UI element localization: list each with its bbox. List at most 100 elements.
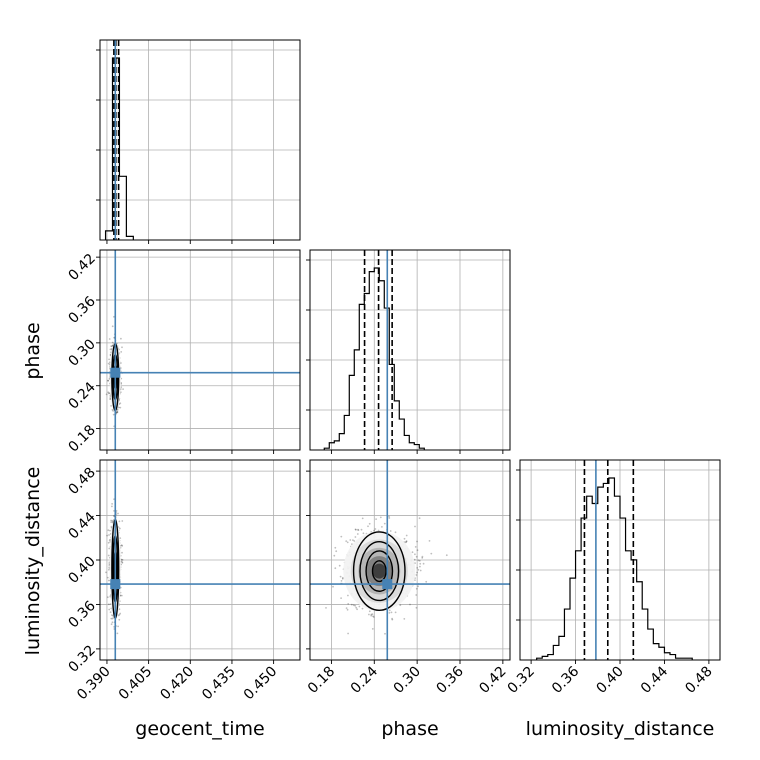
sample-point: [113, 510, 115, 512]
sample-point: [413, 558, 416, 561]
tick-label-x: 0.40: [593, 664, 626, 697]
sample-point: [106, 596, 109, 599]
sample-point: [417, 559, 420, 562]
sample-point: [415, 574, 418, 576]
sample-point: [405, 540, 408, 543]
tick-label-x: 0.435: [199, 664, 239, 704]
sample-point: [116, 409, 119, 411]
sample-point: [394, 531, 397, 534]
histogram-geocent_time: [104, 57, 134, 240]
sample-point: [372, 615, 374, 618]
panel-luminosity_distance-vs-phase: 0.18 0.24 0.30 0.36 0.42: [305, 459, 511, 697]
sample-point: [428, 540, 431, 542]
sample-point: [335, 550, 338, 553]
histogram-luminosity_distance: [536, 477, 693, 660]
sample-point: [347, 603, 350, 605]
sample-point: [405, 540, 408, 543]
sample-point: [391, 617, 393, 620]
sample-point: [368, 522, 371, 525]
sample-point: [107, 541, 110, 544]
tick-label-y: 0.44: [65, 509, 98, 542]
tick-label-x: 0.48: [682, 664, 715, 697]
axes-frame: [309, 249, 511, 451]
tick-label-x: 0.420: [157, 664, 197, 704]
tick-label-x: 0.36: [433, 663, 466, 696]
sample-point: [113, 515, 115, 518]
sample-point: [106, 534, 108, 537]
sample-point: [340, 580, 343, 582]
tick-label-y: 0.32: [65, 642, 98, 675]
sample-point: [362, 532, 365, 535]
sample-point: [108, 392, 111, 395]
sample-point: [354, 604, 357, 607]
tick-label-x: 0.24: [348, 663, 381, 696]
sample-point: [107, 379, 109, 382]
sample-point: [110, 525, 113, 528]
sample-point: [117, 406, 120, 409]
sample-point: [109, 348, 112, 351]
sample-point: [354, 528, 357, 531]
panel-content: [323, 250, 425, 450]
x-axis-labels: geocent_time phase luminosity_distance: [135, 718, 714, 740]
tick-label-x: 0.36: [549, 663, 582, 696]
sample-point: [107, 379, 109, 382]
sample-point: [345, 607, 348, 609]
sample-point: [403, 537, 406, 540]
sample-point: [334, 567, 337, 570]
panel-luminosity_distance-vs-luminosity_distance: 0.32 0.36 0.40 0.44 0.48: [505, 459, 721, 697]
sample-point: [107, 391, 110, 394]
sample-point: [122, 388, 124, 390]
panel-content: [100, 250, 300, 450]
sample-point: [421, 557, 424, 559]
sample-point: [354, 536, 357, 538]
sample-point: [415, 594, 418, 596]
tick-label-y: 0.40: [65, 554, 98, 587]
sample-point: [415, 587, 418, 590]
y-label-luminosity-distance: luminosity_distance: [22, 467, 44, 656]
sample-point: [110, 521, 113, 524]
panel-phase-vs-geocent_time: 0.18 0.24 0.30 0.36 0.42: [65, 249, 301, 455]
sample-point: [118, 618, 121, 621]
sample-point: [106, 576, 109, 579]
sample-point: [118, 613, 121, 616]
sample-point: [107, 392, 110, 395]
sample-point: [119, 406, 122, 409]
sample-point: [416, 567, 419, 569]
sample-point: [116, 410, 119, 413]
sample-point: [372, 616, 375, 618]
sample-point: [111, 503, 113, 505]
sample-point: [388, 515, 390, 518]
sample-point: [340, 535, 343, 538]
sample-point: [361, 607, 364, 610]
panel-content: [100, 460, 300, 660]
sample-point: [367, 525, 369, 528]
sample-point: [418, 517, 421, 520]
tick-label-x: 0.44: [638, 663, 671, 696]
sample-point: [108, 608, 111, 611]
sample-point: [325, 607, 327, 609]
sample-point: [113, 315, 115, 318]
sample-point: [341, 577, 344, 580]
sample-point: [107, 554, 110, 557]
sample-point: [421, 555, 424, 558]
axes-frame: [99, 249, 301, 451]
sample-point: [121, 551, 123, 554]
sample-point: [120, 594, 123, 597]
sample-point: [422, 562, 425, 565]
sample-point: [112, 410, 114, 412]
sample-point: [111, 345, 113, 348]
axes-frame: [519, 459, 721, 661]
sample-point: [108, 539, 111, 542]
sample-point: [119, 402, 122, 405]
sample-point: [121, 346, 123, 349]
sample-point: [111, 408, 114, 411]
panel-geocent_time-vs-geocent_time: [96, 39, 301, 244]
sample-point: [117, 625, 119, 628]
sample-point: [370, 614, 373, 617]
sample-point: [371, 613, 374, 616]
injection-marker: [110, 579, 121, 590]
x-label-phase: phase: [381, 718, 438, 740]
sample-point: [388, 517, 391, 519]
histogram-phase: [323, 267, 425, 450]
